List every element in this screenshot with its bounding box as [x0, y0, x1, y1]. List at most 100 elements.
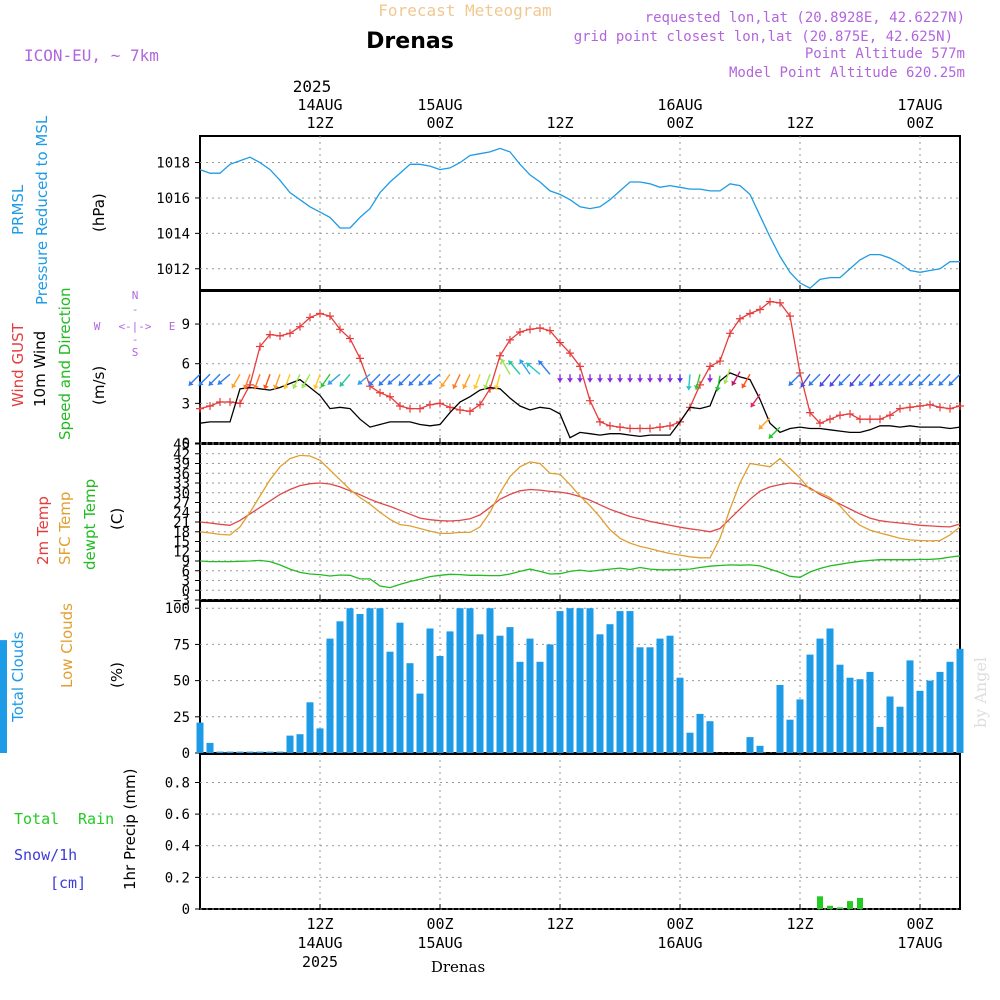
clouds-ytick-label: 75 — [173, 637, 190, 653]
temp-ytick-label: 0 — [182, 583, 190, 599]
clouds-bar — [536, 661, 544, 753]
top-axis-hour: 12Z — [786, 114, 813, 132]
gust-point — [926, 400, 934, 409]
bottom-axis-hour: 00Z — [906, 915, 933, 933]
gust-point — [656, 423, 664, 432]
clouds-bar — [916, 690, 924, 753]
clouds-bar — [486, 608, 494, 753]
gust-point — [956, 401, 964, 410]
wind-direction-arrow — [494, 374, 501, 390]
pressure-panel-labels: PRMSL Pressure Reduced to MSL (hPa) — [9, 115, 108, 305]
gust-point — [476, 400, 484, 409]
gust-point — [936, 403, 944, 412]
wind-direction-arrow — [440, 373, 451, 388]
clouds-bar — [636, 647, 644, 753]
gust-point — [856, 415, 864, 424]
temp-ytick-label: 6 — [182, 564, 190, 580]
temp-ytick-label: 39 — [173, 457, 190, 473]
gust-point — [316, 309, 324, 318]
pressure-label-1: PRMSL — [9, 184, 27, 235]
temp-ytick-label: 21 — [173, 515, 190, 531]
gust-point — [566, 349, 574, 358]
top-axis-date: 15AUG — [417, 96, 462, 114]
gust-point — [606, 421, 614, 430]
wind-direction-arrow — [750, 393, 761, 408]
gust-point — [796, 368, 804, 377]
wind-direction-arrow — [829, 373, 841, 387]
wind-direction-arrow — [320, 373, 331, 388]
precip-label-unit: [cm] — [50, 874, 86, 892]
wind-direction-arrow — [557, 374, 563, 383]
requested-coords: requested lon,lat (20.8928E, 42.6227N) — [645, 10, 965, 26]
wind-direction-arrow — [888, 373, 901, 387]
clouds-bar — [906, 660, 914, 753]
wind-direction-arrow — [387, 373, 401, 386]
bottom-axis-hour: 12Z — [306, 915, 333, 933]
clouds-bar — [196, 722, 204, 753]
clouds-bar — [566, 608, 574, 753]
temp-ytick-label: 45 — [173, 437, 190, 453]
wind-direction-arrow — [647, 374, 653, 383]
gust-point — [256, 342, 264, 351]
clouds-bar — [206, 742, 214, 753]
wind-direction-arrow — [500, 358, 511, 375]
clouds-bar — [866, 671, 874, 753]
compass-n: N — [132, 289, 139, 302]
clouds-bar — [946, 661, 954, 753]
gust-point — [766, 297, 774, 306]
gust-point — [236, 399, 244, 408]
clouds-bar — [876, 726, 884, 753]
gust-point — [866, 415, 874, 424]
bottom-axis-hour: 12Z — [786, 915, 813, 933]
wind-direction-arrow — [368, 373, 381, 387]
wind-direction-arrow — [637, 374, 643, 383]
clouds-bar — [436, 656, 444, 753]
clouds-bar — [796, 699, 804, 753]
precip-ytick-label: 0.2 — [165, 870, 190, 886]
footer-location: Drenas — [431, 958, 485, 976]
pressure-series-line — [199, 147, 960, 289]
wind-direction-arrow — [378, 373, 391, 387]
precip-panel: 0 0.2 0.4 0.6 0.8 — [165, 753, 961, 918]
wind-direction-arrow — [715, 375, 721, 392]
temp-label-3: dewpt Temp — [81, 479, 99, 570]
gust-point — [946, 404, 954, 413]
precip-frame — [199, 753, 961, 910]
clouds-bar — [526, 638, 534, 753]
gust-point — [806, 408, 814, 417]
clouds-bar — [686, 732, 694, 753]
clouds-bar — [556, 611, 564, 753]
wind-ytick-label: 6 — [182, 357, 190, 373]
gust-point — [446, 403, 454, 412]
clouds-bar — [446, 631, 454, 753]
gust-point — [736, 314, 744, 323]
wind-direction-arrow — [928, 373, 941, 387]
gust-point — [616, 423, 624, 432]
wind-direction-arrow — [427, 373, 441, 386]
wind-direction-arrow — [408, 373, 421, 387]
clouds-ytick-label: 0 — [182, 746, 190, 762]
gust-point — [666, 421, 674, 430]
bottom-axis-hour: 00Z — [666, 915, 693, 933]
wind-direction-arrow — [707, 374, 713, 383]
gust-point — [326, 312, 334, 321]
clouds-bar — [646, 647, 654, 753]
wind-unit: (m/s) — [90, 366, 108, 405]
temp-ytick-label: 36 — [173, 466, 190, 482]
wind-direction-arrow — [723, 368, 731, 385]
gust-point — [346, 334, 354, 343]
clouds-bar — [286, 735, 294, 753]
gust-point — [626, 424, 634, 433]
clouds-label-2: Low Clouds — [58, 603, 76, 688]
clouds-bar — [776, 685, 784, 753]
clouds-bar — [246, 751, 254, 753]
clouds-bar — [0, 640, 7, 753]
precip-unit: 1hr Precip (mm) — [121, 769, 139, 890]
clouds-bar — [626, 611, 634, 753]
wind-direction-arrow — [948, 373, 961, 387]
bottom-axis-year: 2025 — [302, 953, 338, 971]
gust-point — [826, 415, 834, 424]
